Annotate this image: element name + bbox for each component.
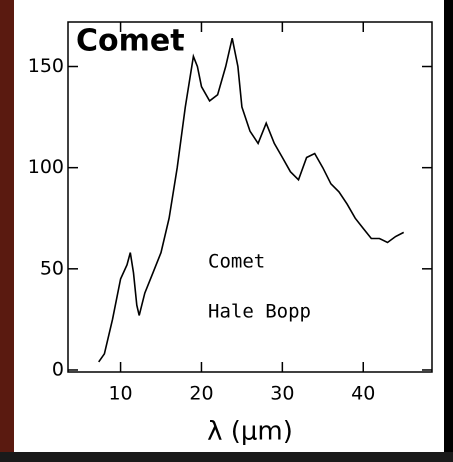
x-tick-label: 20 [189, 383, 213, 405]
x-axis-label: λ (μm) [207, 417, 293, 447]
x-tick-label: 40 [351, 383, 375, 405]
annotation: Hale Bopp [208, 301, 311, 323]
y-tick-label: 0 [52, 358, 64, 380]
panel [14, 0, 444, 452]
background-image [0, 0, 14, 462]
y-tick-label: 50 [40, 257, 64, 279]
x-tick-label: 10 [108, 383, 132, 405]
plot-frame [67, 21, 433, 373]
y-tick-label: 100 [28, 156, 64, 178]
annotation: Comet [208, 251, 265, 273]
spectrum-line [98, 38, 405, 363]
background-strip [0, 452, 453, 462]
x-tick-label: 30 [270, 383, 294, 405]
chart-title: Comet [76, 24, 185, 59]
y-tick-label: 150 [28, 55, 64, 77]
